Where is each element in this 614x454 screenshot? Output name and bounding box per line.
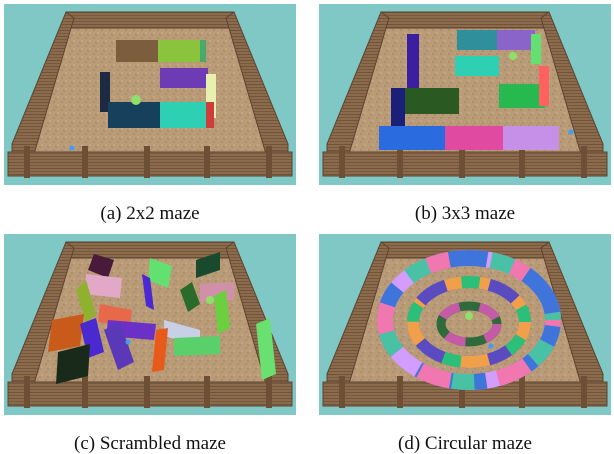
maze-panel-2x2 — [4, 4, 296, 185]
maze-render-3x3 — [319, 4, 611, 185]
caption-2x2: (a) 2x2 maze — [100, 203, 200, 224]
maze-panel-3x3 — [319, 4, 611, 185]
maze-panel-circular — [319, 234, 611, 415]
maze-render-scrambled — [4, 234, 296, 415]
maze-panel-scrambled — [4, 234, 296, 415]
caption-circular: (d) Circular maze — [398, 433, 532, 454]
maze-render-circular — [319, 234, 611, 415]
maze-render-2x2 — [4, 4, 296, 185]
caption-scrambled: (c) Scrambled maze — [74, 433, 226, 454]
caption-3x3: (b) 3x3 maze — [414, 203, 516, 224]
